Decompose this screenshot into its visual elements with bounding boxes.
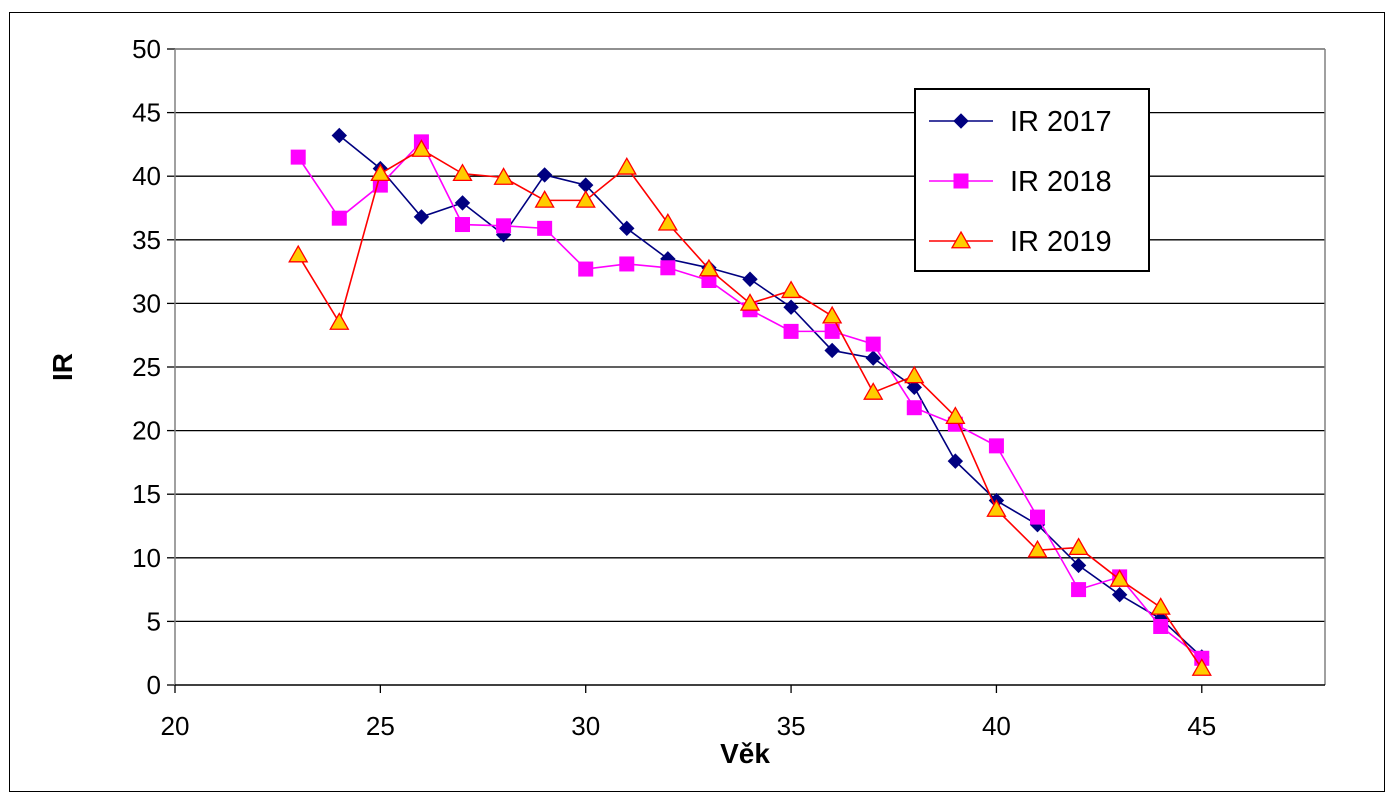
data-point <box>698 258 720 277</box>
data-point <box>824 323 840 339</box>
y-tick-labels: 0 5 10 15 20 25 30 35 40 45 50 <box>132 34 161 700</box>
legend: IR 2017 IR 2018 IR 2019 <box>914 88 1150 272</box>
data-point <box>455 217 470 233</box>
y-tick-label: 30 <box>132 288 161 318</box>
axes <box>167 48 1326 693</box>
legend-marker <box>953 113 969 129</box>
data-point <box>1109 569 1130 587</box>
data-point <box>329 312 350 330</box>
line-chart: 0 5 10 15 20 25 30 35 40 45 50 20 25 30 35 40 45 Věk IR… <box>47 34 1326 769</box>
data-point <box>822 305 843 324</box>
data-point <box>454 195 471 211</box>
chart-frame: 0 5 10 15 20 25 30 35 40 45 50 20 25 30 35 40 45 Věk IR… <box>9 12 1385 792</box>
data-point <box>1068 537 1089 556</box>
data-point <box>947 453 964 469</box>
data-point <box>1071 582 1087 598</box>
y-tick-label: 10 <box>132 543 161 573</box>
y-tick-label: 20 <box>132 416 161 446</box>
series-layer <box>288 127 1212 676</box>
data-point <box>536 167 553 183</box>
data-point <box>619 256 635 272</box>
legend-label: IR 2017 <box>1010 106 1112 138</box>
legend-marker <box>953 173 969 189</box>
data-point <box>1027 539 1048 558</box>
data-point <box>1150 597 1171 615</box>
y-tick-label: 35 <box>132 225 161 255</box>
data-point <box>331 127 347 144</box>
x-axis-title: Věk <box>720 738 770 769</box>
data-point <box>496 218 512 234</box>
grid-lines <box>175 48 1325 623</box>
data-point <box>986 499 1007 517</box>
legend-label: IR 2019 <box>1010 226 1112 258</box>
data-point <box>413 209 430 225</box>
legend-item: IR 2017 <box>929 106 1112 138</box>
y-tick-label: 5 <box>147 606 161 636</box>
data-point <box>904 365 925 384</box>
data-point <box>739 293 761 311</box>
legend-item: IR 2018 <box>929 166 1112 198</box>
x-tick-label: 45 <box>1187 711 1216 741</box>
data-point <box>824 342 840 359</box>
data-point <box>1191 658 1212 676</box>
y-tick-label: 40 <box>132 161 161 191</box>
x-tick-label: 20 <box>161 711 190 741</box>
y-tick-label: 25 <box>132 352 161 382</box>
x-tick-label: 40 <box>982 711 1011 741</box>
data-point <box>657 212 678 231</box>
data-point <box>534 190 555 208</box>
series-line <box>338 134 1203 658</box>
data-point <box>493 167 514 185</box>
data-point <box>331 210 347 226</box>
data-point <box>945 406 966 425</box>
data-point <box>660 260 676 276</box>
data-point <box>1153 618 1169 634</box>
data-point <box>288 244 309 263</box>
legend-marker <box>950 230 972 249</box>
data-point <box>616 156 637 175</box>
data-point <box>575 190 596 208</box>
data-point <box>1070 557 1087 574</box>
data-point <box>783 299 799 315</box>
data-point <box>783 323 799 339</box>
x-tick-labels: 20 25 30 35 40 45 <box>161 711 1217 741</box>
data-point <box>865 350 881 366</box>
data-point <box>1111 586 1128 603</box>
data-point <box>906 379 922 396</box>
data-point <box>411 139 432 157</box>
data-point <box>1030 509 1045 525</box>
data-point <box>537 220 553 236</box>
y-tick-label: 50 <box>132 34 161 64</box>
legend-label: IR 2018 <box>1010 166 1112 198</box>
data-point <box>290 149 306 165</box>
data-point <box>906 400 922 416</box>
data-point <box>578 261 594 277</box>
x-tick-label: 30 <box>571 711 600 741</box>
y-tick-label: 45 <box>132 98 161 128</box>
y-tick-label: 0 <box>147 670 161 700</box>
data-point <box>988 438 1004 454</box>
data-point <box>742 271 758 287</box>
y-tick-label: 15 <box>132 479 161 509</box>
legend-item: IR 2019 <box>929 226 1112 258</box>
data-point <box>619 220 635 237</box>
data-point <box>370 163 391 182</box>
x-tick-label: 25 <box>366 711 395 741</box>
data-point <box>865 336 881 352</box>
data-point <box>863 382 884 400</box>
y-axis-title: IR <box>47 353 78 381</box>
series-3 <box>288 139 1212 676</box>
data-point <box>780 280 802 299</box>
data-point <box>452 163 473 182</box>
x-tick-label: 35 <box>777 711 806 741</box>
